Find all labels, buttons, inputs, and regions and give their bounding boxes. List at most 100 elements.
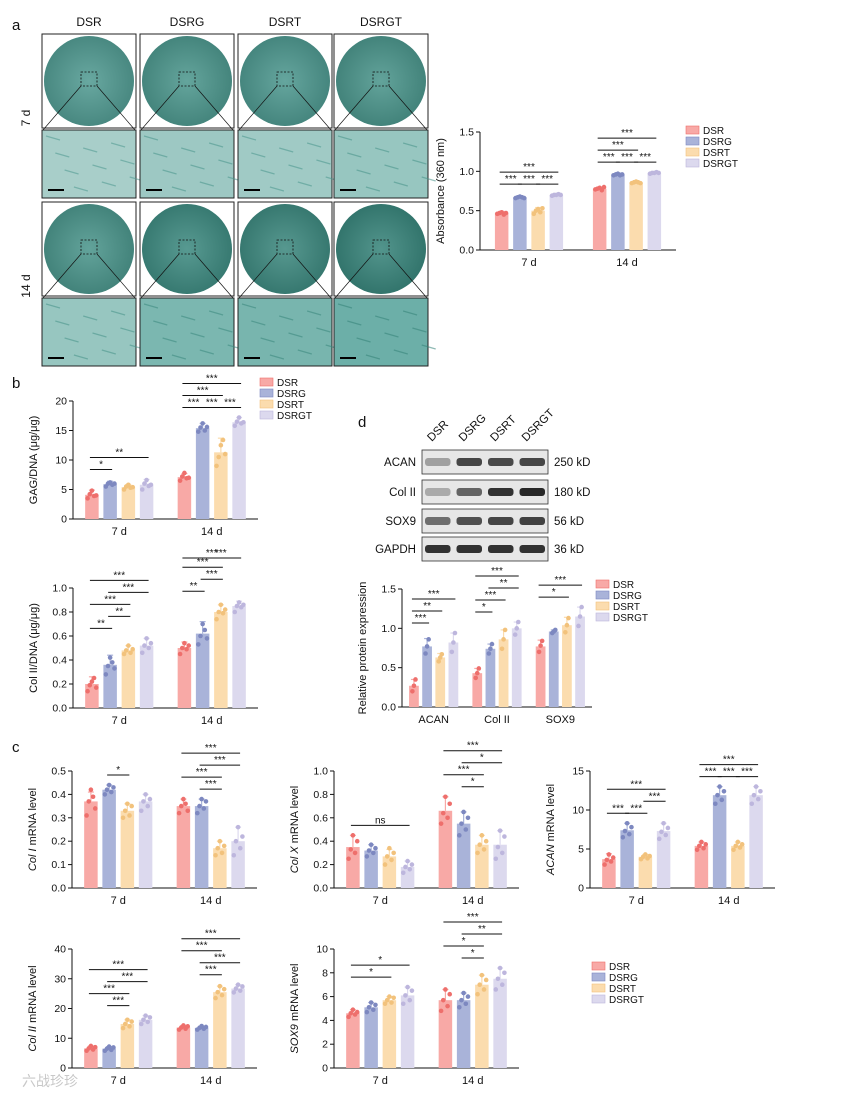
texture-streak <box>45 135 61 141</box>
bar-dsrg <box>103 664 117 708</box>
blot-lane-label: DSRT <box>488 414 518 444</box>
legend-label: DSRGT <box>613 613 648 624</box>
data-point <box>185 808 191 814</box>
data-point <box>237 845 243 851</box>
bar-dsrg <box>102 1048 116 1068</box>
chart-colx_mrna: 0.0 0.2 0.4 0.6 0.8 1.0 Col X mRNA level 7 d 14 … <box>289 741 519 907</box>
y-tick-label: 0 <box>61 514 67 526</box>
data-point <box>479 972 485 978</box>
data-point <box>473 675 479 681</box>
data-point <box>112 666 117 671</box>
blot-size-label: 250 kD <box>554 457 590 469</box>
data-point <box>103 672 109 677</box>
data-point <box>495 844 501 850</box>
bar-dsrgt <box>549 194 564 250</box>
significance-label: * <box>369 967 373 978</box>
texture-streak <box>218 159 233 165</box>
data-point <box>638 180 643 186</box>
x-category-label: 14 d <box>462 895 483 907</box>
significance-label: *** <box>541 174 553 185</box>
zoom-line <box>388 85 428 131</box>
texture-streak <box>288 164 303 170</box>
data-point <box>447 991 453 997</box>
texture-streak <box>356 169 371 175</box>
data-point <box>426 637 431 642</box>
texture-streak <box>171 186 187 192</box>
data-point <box>452 630 458 636</box>
data-point <box>236 415 242 420</box>
data-point <box>370 850 376 856</box>
data-point <box>413 677 418 682</box>
zoom-line <box>42 85 82 131</box>
significance-label: *** <box>621 128 633 139</box>
bar-dsrt <box>214 452 228 519</box>
bar-dsrt <box>120 1023 135 1068</box>
zoom-box <box>178 71 196 87</box>
data-point <box>451 640 456 645</box>
x-category-label: 14 d <box>200 1075 221 1087</box>
y-tick-label: 10 <box>572 805 584 817</box>
data-point <box>502 970 507 976</box>
data-point <box>197 803 202 809</box>
data-point <box>713 801 718 807</box>
texture-streak <box>162 337 177 343</box>
blot-band <box>456 545 482 553</box>
scaffold-shading <box>44 204 134 294</box>
texture-streak <box>153 320 168 326</box>
significance-label: *** <box>723 767 735 778</box>
data-point <box>663 832 669 838</box>
bar-dsrg <box>548 631 559 707</box>
data-point <box>755 796 761 802</box>
data-point <box>477 842 483 848</box>
data-point <box>181 796 186 802</box>
blot-band <box>488 488 514 496</box>
y-tick-label: 0.4 <box>313 836 328 848</box>
data-point <box>196 429 201 434</box>
y-tick-label: 5 <box>578 844 584 856</box>
bar-dsrt <box>562 625 572 707</box>
significance-label: *** <box>603 152 615 163</box>
texture-streak <box>190 164 205 170</box>
bar-dsr <box>494 213 509 250</box>
data-point <box>536 649 542 655</box>
texture-streak <box>73 186 89 192</box>
data-point <box>558 192 563 198</box>
legend-swatch <box>595 590 610 600</box>
zoom-line <box>334 85 374 131</box>
data-point <box>465 815 471 821</box>
x-category-label: 7 d <box>521 257 536 269</box>
data-point <box>130 646 135 652</box>
data-point <box>112 481 117 486</box>
y-tick-label: 0.5 <box>381 662 396 674</box>
y-tick-label: 15 <box>572 766 584 778</box>
data-point <box>231 990 237 995</box>
data-point <box>142 643 147 648</box>
data-point <box>221 843 227 849</box>
blot-band <box>425 517 451 525</box>
texture-streak <box>208 142 224 148</box>
legend-label: DSRT <box>703 148 730 159</box>
y-tick-label: 0.0 <box>52 703 67 715</box>
data-point <box>129 1019 134 1024</box>
data-point <box>440 997 446 1003</box>
texture-streak <box>279 315 294 321</box>
y-axis-label: Absorbance (360 nm) <box>435 138 447 244</box>
western-blot: DSR DSRG DSRT DSRGT ACAN 250 kD Col II 180 kD SO… <box>375 407 590 562</box>
texture-streak <box>347 152 362 158</box>
texture-streak <box>73 354 89 360</box>
zoom-line <box>238 253 278 299</box>
data-point <box>604 857 610 863</box>
data-point <box>602 862 607 867</box>
legend-swatch <box>259 410 274 420</box>
texture-streak <box>384 332 399 338</box>
data-point <box>186 475 192 481</box>
data-point <box>475 850 480 856</box>
zoom-panel <box>333 129 429 199</box>
texture-streak <box>251 320 266 326</box>
data-point <box>202 428 208 433</box>
data-point <box>182 640 187 646</box>
legend-swatch <box>685 136 700 146</box>
zoom-line <box>194 253 234 299</box>
zoom-box <box>276 71 294 87</box>
